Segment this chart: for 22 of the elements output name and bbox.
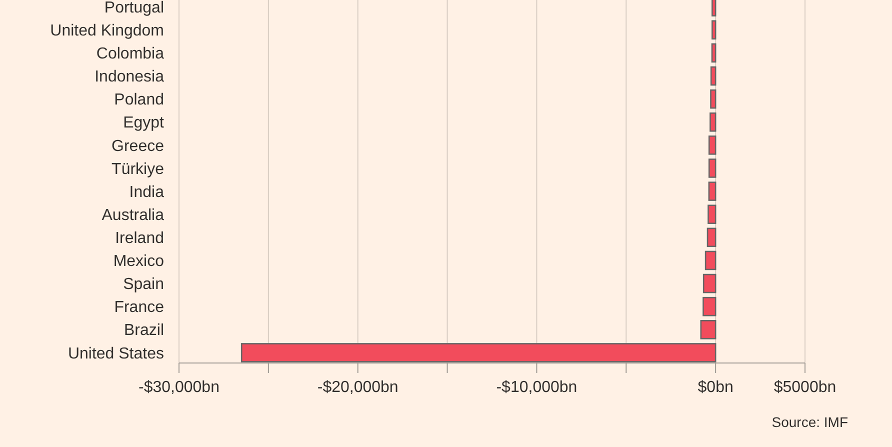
y-tick-label: United Kingdom [50, 22, 164, 40]
x-tick-label: -$20,000bn [317, 379, 398, 396]
y-tick-label: Spain [123, 276, 164, 294]
source-note: Source: IMF [772, 414, 848, 430]
y-tick-label: Greece [112, 138, 164, 155]
x-tick-label: $0bn [698, 379, 734, 396]
y-tick-label: France [114, 299, 164, 316]
y-tick-label: Egypt [123, 114, 165, 132]
x-tick-label: $5000bn [774, 379, 836, 396]
x-tick-label: -$30,000bn [138, 379, 220, 396]
y-tick-label: India [129, 184, 164, 201]
y-tick-label: Australia [102, 206, 164, 224]
y-tick-label: Colombia [96, 46, 164, 63]
y-tick-label: Indonesia [94, 68, 164, 86]
y-tick-label: United States [68, 345, 164, 362]
x-tick-label: -$10,000bn [496, 379, 578, 396]
y-tick-label: Türkiye [112, 160, 164, 178]
y-tick-label: Mexico [113, 253, 164, 270]
y-tick-label: Brazil [124, 322, 164, 340]
y-tick-label: Ireland [115, 230, 164, 247]
y-tick-label: Poland [114, 92, 164, 109]
y-tick-label: Portugal [104, 0, 164, 16]
